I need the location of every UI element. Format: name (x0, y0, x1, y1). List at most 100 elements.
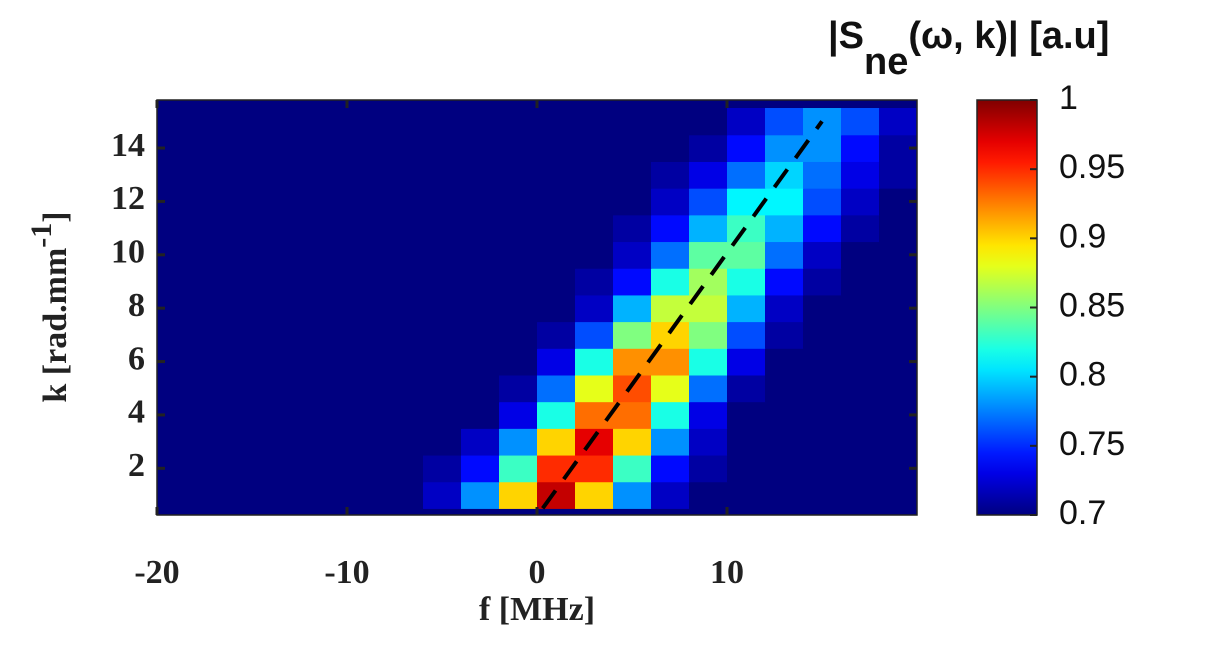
heatmap-cell (841, 188, 880, 216)
heatmap-cell (689, 348, 728, 376)
heatmap-cell (651, 134, 690, 162)
heatmap-cell (651, 401, 690, 429)
y-tick-label: 12 (111, 180, 145, 217)
heatmap-cell (841, 108, 880, 136)
heatmap-cell (765, 454, 804, 483)
heatmap-cell (385, 348, 424, 376)
heatmap-cell (347, 161, 386, 189)
heatmap-cell (651, 321, 690, 349)
y-tick-label: 2 (128, 447, 145, 484)
heatmap-cell (461, 428, 500, 456)
y-label-end: ] (37, 211, 74, 222)
heatmap-cell (195, 241, 234, 269)
heatmap-cell (537, 268, 576, 296)
heatmap-cell (233, 214, 272, 243)
heatmap-cell (689, 161, 728, 189)
heatmap-cell (803, 161, 842, 189)
heatmap-cell (841, 134, 880, 162)
dashed-line (541, 120, 824, 510)
heatmap-cell (765, 241, 804, 269)
heatmap-cell (841, 161, 880, 189)
heatmap-cell (271, 241, 310, 269)
heatmap-cell (499, 454, 538, 483)
heatmap-cell (727, 294, 766, 323)
heatmap-cell (537, 401, 576, 429)
heatmap-cell (651, 428, 690, 456)
heatmap-cell (613, 374, 652, 403)
heatmap-cell (727, 454, 766, 483)
heatmap-cell (689, 321, 728, 349)
heatmap-cell (423, 294, 462, 323)
heatmap-cell (499, 321, 538, 349)
y-axis-label: k [rad.mm-1] (25, 211, 74, 402)
cb-label-main: |S (828, 15, 864, 57)
heatmap-cell (765, 188, 804, 216)
heatmap-cell (575, 454, 614, 483)
heatmap-cell (613, 294, 652, 323)
heatmap-cell (309, 214, 348, 243)
heatmap-cell (233, 241, 272, 269)
heatmap-cell (385, 241, 424, 269)
y-label-sup: -1 (25, 223, 58, 248)
heatmap-cell (803, 401, 842, 429)
heatmap-cell (347, 268, 386, 296)
heatmap-cell (689, 481, 728, 509)
heatmap-cell (423, 188, 462, 216)
heatmap-cell (765, 348, 804, 376)
heatmap-cell (309, 454, 348, 483)
heatmap-cell (347, 241, 386, 269)
heatmap-cell (803, 481, 842, 509)
x-axis-label: f [MHz] (479, 591, 595, 628)
y-tick-label: 4 (128, 394, 145, 431)
y-label-main: k [rad.mm (37, 248, 74, 403)
heatmap-cell (613, 161, 652, 189)
heatmap-cell (689, 268, 728, 296)
heatmap-cell (461, 481, 500, 509)
heatmap-cell (689, 214, 728, 243)
heatmap-cell (233, 481, 272, 509)
heatmap-cell (765, 294, 804, 323)
heatmap-cell (879, 321, 917, 349)
heatmap-cell (347, 374, 386, 403)
heatmap-cell (803, 268, 842, 296)
heatmap-cell (689, 428, 728, 456)
heatmap-cell (613, 134, 652, 162)
heatmap-cell (651, 188, 690, 216)
heatmap-cell (233, 108, 272, 136)
heatmap-cell (309, 134, 348, 162)
heatmap-cell (879, 108, 917, 136)
heatmap-cell (689, 241, 728, 269)
heatmap-cell (233, 428, 272, 456)
heatmap-cell (575, 374, 614, 403)
y-tick-label: 6 (128, 340, 145, 377)
heatmap-cell (195, 401, 234, 429)
colorbar-label: |Sne(ω, k)| [a.u] (828, 15, 1109, 83)
heatmap-cell (727, 374, 766, 403)
heatmap-cell (613, 454, 652, 483)
heatmap-cell (157, 161, 196, 189)
heatmap-cell (233, 188, 272, 216)
heatmap-cell (499, 134, 538, 162)
heatmap-cell (423, 401, 462, 429)
heatmap-cell (423, 428, 462, 456)
heatmap-cell (309, 268, 348, 296)
heatmap-cell (575, 321, 614, 349)
heatmap-cell (271, 108, 310, 136)
heatmap-cell (613, 268, 652, 296)
heatmap-cell (385, 481, 424, 509)
heatmap-cell (727, 401, 766, 429)
heatmap-cell (423, 268, 462, 296)
heatmap-cell (157, 428, 196, 456)
heatmap-cell (195, 294, 234, 323)
heatmap-cell (651, 481, 690, 509)
heatmap-cell (195, 188, 234, 216)
heatmap-cell (537, 134, 576, 162)
heatmap-cell (613, 401, 652, 429)
heatmap-cell (537, 161, 576, 189)
colorbar-tick-label: 0.75 (1059, 425, 1125, 463)
heatmap-cell (385, 428, 424, 456)
heatmap-cell (385, 374, 424, 403)
heatmap-cell (575, 428, 614, 456)
heatmap-cell (385, 134, 424, 162)
heatmap-cell (803, 454, 842, 483)
